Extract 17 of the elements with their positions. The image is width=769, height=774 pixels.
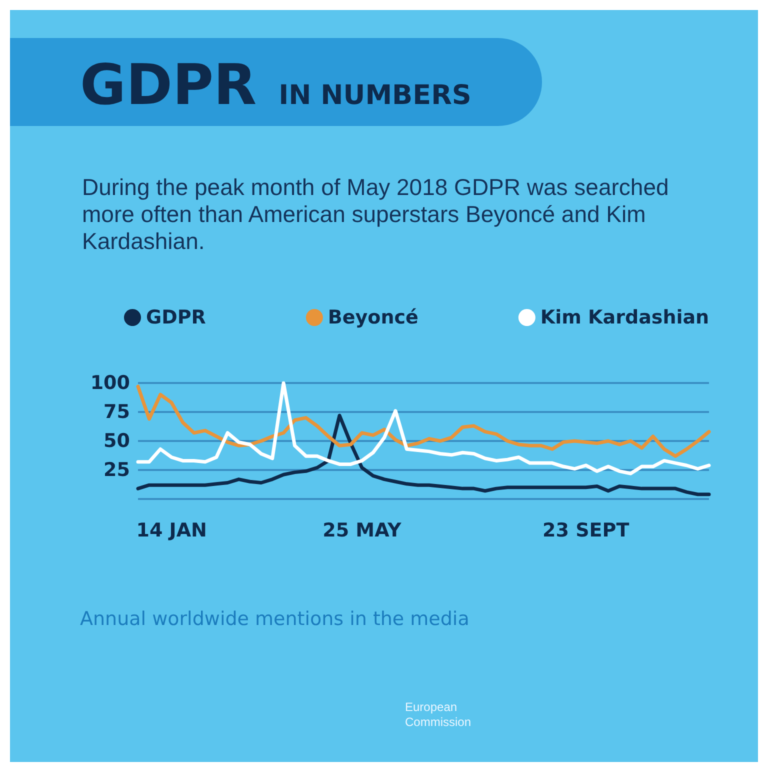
line-series <box>136 414 711 496</box>
chart-title: GDPR IN NUMBERS <box>80 53 472 118</box>
text: Annual worldwide mentions in the media <box>80 607 470 631</box>
legend-label: Kim Kardashian <box>540 306 710 328</box>
text: European Commission <box>405 700 472 730</box>
line-series <box>136 381 711 476</box>
y-tick-label: 75 <box>104 401 130 423</box>
line-series <box>136 384 711 458</box>
chart-subtitle: During the peak month of May 2018 GDPR was searched more often than American superstars Beyoncé and Kim Kardashian. <box>82 174 670 255</box>
x-tick-label: 25 MAY <box>322 520 402 542</box>
x-tick-label: 14 JAN <box>136 520 207 542</box>
x-tick-label: 23 SEPT <box>542 520 630 542</box>
legend-label: Beyoncé <box>328 306 418 328</box>
y-tick-label: 50 <box>104 430 130 452</box>
legend-label: GDPR <box>146 306 206 328</box>
y-tick-label: 25 <box>104 459 130 481</box>
y-tick-label: 100 <box>90 372 130 394</box>
